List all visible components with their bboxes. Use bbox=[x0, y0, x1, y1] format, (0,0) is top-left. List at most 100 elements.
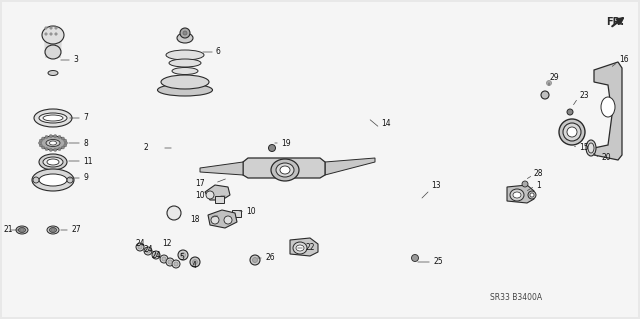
Ellipse shape bbox=[32, 169, 74, 191]
Circle shape bbox=[547, 80, 552, 85]
Text: 9: 9 bbox=[83, 174, 88, 182]
Ellipse shape bbox=[49, 227, 56, 233]
Circle shape bbox=[136, 243, 144, 251]
Ellipse shape bbox=[563, 123, 581, 141]
Circle shape bbox=[167, 206, 181, 220]
Circle shape bbox=[180, 253, 186, 257]
Ellipse shape bbox=[157, 84, 212, 96]
Circle shape bbox=[172, 260, 180, 268]
Circle shape bbox=[38, 142, 42, 145]
Polygon shape bbox=[507, 185, 534, 203]
Circle shape bbox=[64, 139, 67, 142]
Ellipse shape bbox=[42, 26, 64, 44]
Circle shape bbox=[58, 148, 61, 151]
Text: 16: 16 bbox=[619, 56, 628, 64]
Ellipse shape bbox=[293, 242, 307, 254]
Ellipse shape bbox=[19, 227, 26, 233]
Circle shape bbox=[54, 135, 57, 137]
Text: 24: 24 bbox=[136, 240, 146, 249]
Text: 23: 23 bbox=[579, 91, 589, 100]
Bar bbox=[215, 196, 224, 203]
Polygon shape bbox=[208, 210, 237, 228]
Circle shape bbox=[54, 148, 57, 152]
Circle shape bbox=[49, 135, 52, 137]
Text: 12: 12 bbox=[162, 239, 172, 248]
Ellipse shape bbox=[40, 136, 66, 150]
Ellipse shape bbox=[510, 189, 524, 201]
Text: 7: 7 bbox=[83, 114, 88, 122]
Circle shape bbox=[45, 136, 48, 138]
Ellipse shape bbox=[559, 119, 585, 145]
Ellipse shape bbox=[34, 109, 72, 127]
Circle shape bbox=[152, 251, 160, 259]
Ellipse shape bbox=[177, 33, 193, 43]
Ellipse shape bbox=[49, 141, 56, 145]
Circle shape bbox=[39, 144, 42, 147]
Text: 6: 6 bbox=[216, 48, 221, 56]
Circle shape bbox=[168, 260, 172, 264]
Text: 18: 18 bbox=[191, 214, 200, 224]
Text: 29: 29 bbox=[550, 72, 559, 81]
Circle shape bbox=[51, 228, 55, 232]
Text: 28: 28 bbox=[534, 168, 543, 177]
Text: 15: 15 bbox=[579, 144, 589, 152]
Circle shape bbox=[55, 33, 57, 35]
Polygon shape bbox=[243, 158, 325, 178]
Circle shape bbox=[174, 262, 178, 266]
Circle shape bbox=[224, 216, 232, 224]
Circle shape bbox=[253, 257, 257, 263]
Circle shape bbox=[412, 255, 419, 262]
Circle shape bbox=[65, 142, 67, 145]
Circle shape bbox=[160, 255, 168, 263]
Ellipse shape bbox=[39, 154, 67, 170]
Circle shape bbox=[166, 258, 174, 266]
Ellipse shape bbox=[43, 157, 63, 167]
Circle shape bbox=[146, 249, 150, 253]
Text: 3: 3 bbox=[73, 56, 78, 64]
Ellipse shape bbox=[567, 127, 577, 137]
Circle shape bbox=[138, 245, 142, 249]
Polygon shape bbox=[290, 238, 318, 256]
Circle shape bbox=[541, 91, 549, 99]
Ellipse shape bbox=[530, 193, 534, 197]
Polygon shape bbox=[325, 158, 375, 175]
Circle shape bbox=[39, 139, 42, 142]
Circle shape bbox=[178, 250, 188, 260]
Polygon shape bbox=[205, 185, 230, 200]
Ellipse shape bbox=[48, 70, 58, 76]
Circle shape bbox=[567, 109, 573, 115]
Ellipse shape bbox=[169, 59, 201, 67]
Ellipse shape bbox=[45, 45, 61, 59]
Circle shape bbox=[50, 27, 52, 29]
Ellipse shape bbox=[16, 226, 28, 234]
Text: 10: 10 bbox=[246, 207, 255, 217]
Circle shape bbox=[250, 255, 260, 265]
Text: SR33 B3400A: SR33 B3400A bbox=[490, 293, 542, 302]
Text: 5: 5 bbox=[179, 254, 184, 263]
Circle shape bbox=[50, 33, 52, 35]
Circle shape bbox=[154, 253, 158, 257]
Text: 25: 25 bbox=[433, 257, 443, 266]
Circle shape bbox=[183, 31, 187, 35]
Circle shape bbox=[180, 28, 190, 38]
Text: 19: 19 bbox=[281, 138, 291, 147]
Circle shape bbox=[42, 146, 45, 149]
Text: 27: 27 bbox=[71, 226, 81, 234]
Text: 24: 24 bbox=[152, 251, 162, 261]
Text: 21: 21 bbox=[3, 226, 13, 234]
Ellipse shape bbox=[586, 140, 596, 156]
Circle shape bbox=[55, 27, 57, 29]
Circle shape bbox=[45, 33, 47, 35]
Text: FR.: FR. bbox=[606, 17, 624, 27]
Circle shape bbox=[64, 144, 67, 147]
Ellipse shape bbox=[39, 174, 67, 186]
Ellipse shape bbox=[47, 159, 59, 165]
Circle shape bbox=[61, 137, 65, 140]
Polygon shape bbox=[200, 162, 243, 175]
Circle shape bbox=[522, 181, 528, 187]
Text: 10: 10 bbox=[195, 191, 205, 201]
Bar bbox=[108, 18, 263, 108]
Circle shape bbox=[190, 257, 200, 267]
Ellipse shape bbox=[280, 166, 290, 174]
Circle shape bbox=[33, 177, 39, 183]
